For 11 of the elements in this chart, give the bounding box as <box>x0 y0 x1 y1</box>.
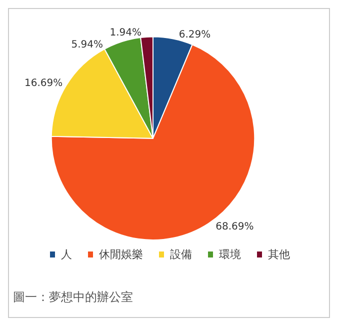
data-label: 5.94% <box>71 39 104 50</box>
data-label: 1.94% <box>110 27 142 38</box>
legend-label: 設備 <box>170 248 192 261</box>
data-label: 6.29% <box>178 29 211 40</box>
legend-label: 其他 <box>268 248 290 261</box>
data-label: 68.69% <box>216 221 254 232</box>
data-label: 16.69% <box>24 78 63 89</box>
text: 圖一：夢想中的辦公室 <box>13 290 133 304</box>
legend-label: 休閒娛樂 <box>99 248 143 261</box>
legend-label: 環境 <box>219 248 241 261</box>
legend-label: 人 <box>61 248 72 261</box>
